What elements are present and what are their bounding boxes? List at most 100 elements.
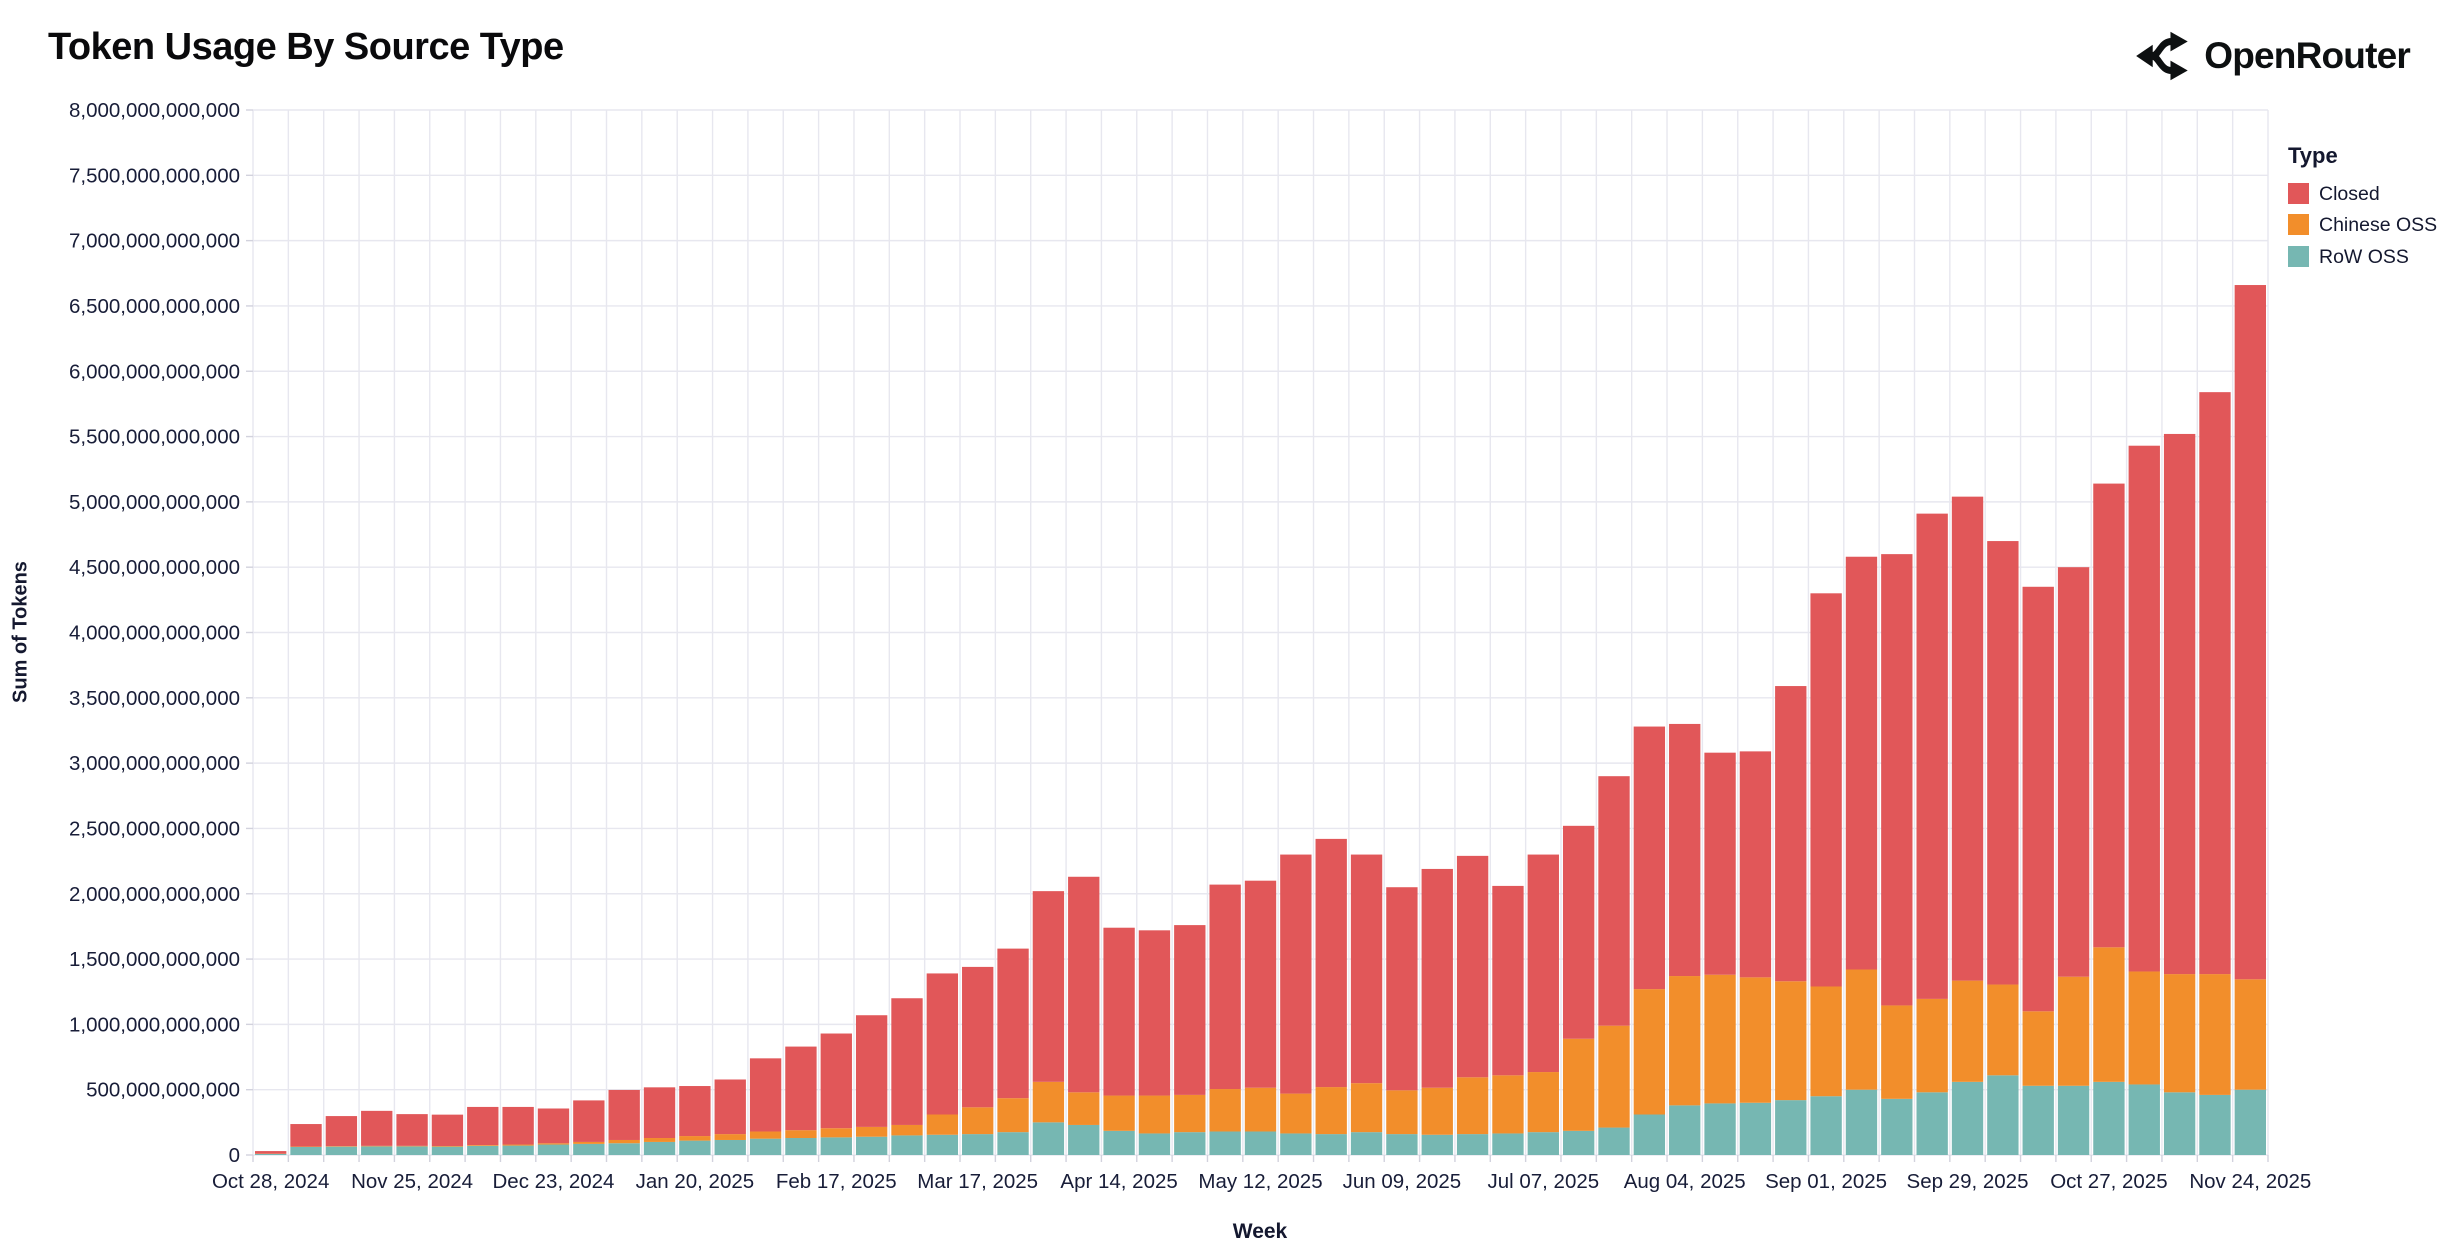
- bar-segment[interactable]: Jun 23, 2025 — Chinese OSS: 435B tokens: [1456, 1077, 1489, 1135]
- bar-segment[interactable]: Jan 27, 2025 — Closed: 418B tokens: [714, 1079, 746, 1135]
- bar-segment[interactable]: Jun 09, 2025 — Chinese OSS: 335B tokens: [1386, 1090, 1418, 1135]
- bar-segment[interactable]: May 26, 2025 — Chinese OSS: 360B tokens: [1315, 1087, 1347, 1135]
- bar-segment[interactable]: Jun 30, 2025 — Chinese OSS: 445B tokens: [1492, 1075, 1524, 1134]
- bar-segment[interactable]: Nov 24, 2025 — Closed: 5315B tokens: [2234, 285, 2266, 980]
- bar-segment[interactable]: May 12, 2025 — Closed: 1585B tokens: [1244, 880, 1277, 1088]
- bar-segment[interactable]: Mar 31, 2025 — Closed: 1460B tokens: [1032, 891, 1065, 1082]
- bar-segment[interactable]: Sep 15, 2025 — Chinese OSS: 715B tokens: [1881, 1005, 1913, 1099]
- bar-segment[interactable]: Oct 20, 2025 — Chinese OSS: 835B tokens: [2057, 976, 2090, 1086]
- bar-segment[interactable]: Jul 07, 2025 — Closed: 1665B tokens: [1527, 854, 1559, 1073]
- bar-segment[interactable]: Nov 03, 2025 — Closed: 4025B tokens: [2128, 445, 2160, 972]
- bar-segment[interactable]: Aug 25, 2025 — RoW OSS: 420B tokens: [1775, 1100, 1807, 1155]
- bar-segment[interactable]: Apr 28, 2025 — RoW OSS: 175B tokens: [1174, 1132, 1206, 1155]
- bar-segment[interactable]: Sep 22, 2025 — RoW OSS: 480B tokens: [1916, 1092, 1948, 1155]
- bar-segment[interactable]: Nov 11, 2024 — RoW OSS: 64B tokens: [325, 1146, 358, 1155]
- bar-segment[interactable]: May 19, 2025 — Chinese OSS: 305B tokens: [1280, 1093, 1312, 1134]
- bar-segment[interactable]: Feb 10, 2025 — Closed: 640B tokens: [785, 1046, 817, 1131]
- bar-segment[interactable]: Nov 03, 2025 — RoW OSS: 540B tokens: [2128, 1084, 2160, 1155]
- bar-segment[interactable]: Jul 28, 2025 — RoW OSS: 310B tokens: [1633, 1114, 1666, 1155]
- bar-segment[interactable]: Apr 21, 2025 — Chinese OSS: 290B tokens: [1138, 1095, 1171, 1134]
- bar-segment[interactable]: Nov 11, 2024 — Chinese OSS: 4B tokens: [325, 1146, 358, 1147]
- bar-segment[interactable]: Nov 10, 2025 — RoW OSS: 480B tokens: [2163, 1092, 2196, 1155]
- bar-segment[interactable]: Aug 25, 2025 — Closed: 2260B tokens: [1775, 686, 1807, 982]
- bar-segment[interactable]: Nov 03, 2025 — Chinese OSS: 865B tokens: [2128, 971, 2160, 1085]
- bar-segment[interactable]: Nov 18, 2024 — RoW OSS: 66B tokens: [361, 1146, 393, 1155]
- bar-segment[interactable]: Jul 14, 2025 — RoW OSS: 185B tokens: [1562, 1130, 1595, 1155]
- bar-segment[interactable]: Feb 24, 2025 — RoW OSS: 140B tokens: [855, 1136, 888, 1155]
- bar-segment[interactable]: Oct 27, 2025 — Chinese OSS: 1030B tokens: [2093, 947, 2125, 1082]
- legend-entry-row-oss[interactable]: RoW OSS: [2288, 245, 2454, 268]
- bar-segment[interactable]: Feb 03, 2025 — Chinese OSS: 55B tokens: [749, 1131, 782, 1139]
- bar-segment[interactable]: Nov 10, 2025 — Chinese OSS: 905B tokens: [2163, 974, 2196, 1093]
- bar-segment[interactable]: May 05, 2025 — RoW OSS: 180B tokens: [1209, 1131, 1241, 1155]
- bar-segment[interactable]: Mar 03, 2025 — RoW OSS: 150B tokens: [891, 1135, 923, 1155]
- bar-segment[interactable]: Nov 18, 2024 — Closed: 268B tokens: [361, 1110, 393, 1146]
- bar-segment[interactable]: Mar 10, 2025 — RoW OSS: 155B tokens: [926, 1134, 959, 1155]
- bar-segment[interactable]: Feb 10, 2025 — RoW OSS: 130B tokens: [785, 1138, 817, 1155]
- bar-segment[interactable]: Oct 06, 2025 — Closed: 3395B tokens: [1987, 541, 2019, 985]
- bar-segment[interactable]: Aug 25, 2025 — Chinese OSS: 910B tokens: [1775, 981, 1807, 1101]
- bar-segment[interactable]: Mar 17, 2025 — Chinese OSS: 205B tokens: [962, 1107, 994, 1135]
- bar-segment[interactable]: Apr 14, 2025 — Closed: 1285B tokens: [1103, 927, 1135, 1096]
- legend-entry-closed[interactable]: Closed: [2288, 183, 2454, 205]
- bar-segment[interactable]: Oct 06, 2025 — Chinese OSS: 695B tokens: [1987, 984, 2019, 1076]
- bar-segment[interactable]: Dec 02, 2024 — Closed: 240B tokens: [431, 1114, 464, 1146]
- bar-segment[interactable]: Jun 16, 2025 — RoW OSS: 155B tokens: [1421, 1134, 1453, 1155]
- bar-segment[interactable]: Mar 17, 2025 — Closed: 1075B tokens: [962, 966, 994, 1108]
- bar-segment[interactable]: Dec 23, 2024 — RoW OSS: 80B tokens: [537, 1144, 570, 1155]
- bar-segment[interactable]: Dec 09, 2024 — RoW OSS: 70B tokens: [467, 1145, 499, 1155]
- bar-segment[interactable]: Jul 21, 2025 — Chinese OSS: 780B tokens: [1598, 1025, 1630, 1128]
- bar-segment[interactable]: Jan 20, 2025 — Closed: 383B tokens: [679, 1086, 711, 1137]
- bar-segment[interactable]: Apr 28, 2025 — Closed: 1300B tokens: [1174, 925, 1206, 1095]
- bar-segment[interactable]: Jul 14, 2025 — Chinese OSS: 705B tokens: [1562, 1038, 1595, 1131]
- bar-segment[interactable]: Jul 28, 2025 — Closed: 2010B tokens: [1633, 726, 1666, 990]
- bar-segment[interactable]: Jan 06, 2025 — Chinese OSS: 25B tokens: [608, 1139, 640, 1144]
- bar-segment[interactable]: Jan 13, 2025 — RoW OSS: 100B tokens: [643, 1141, 676, 1155]
- bar-segment[interactable]: Sep 15, 2025 — RoW OSS: 430B tokens: [1881, 1098, 1913, 1155]
- bar-segment[interactable]: Oct 27, 2025 — RoW OSS: 560B tokens: [2093, 1081, 2125, 1155]
- bar-segment[interactable]: Aug 04, 2025 — RoW OSS: 380B tokens: [1669, 1105, 1701, 1155]
- bar-segment[interactable]: Nov 17, 2025 — RoW OSS: 460B tokens: [2199, 1094, 2231, 1155]
- bar-segment[interactable]: Aug 18, 2025 — Closed: 1730B tokens: [1739, 751, 1772, 978]
- bar-segment[interactable]: Sep 08, 2025 — Closed: 3160B tokens: [1845, 556, 1878, 970]
- bar-segment[interactable]: Feb 03, 2025 — RoW OSS: 125B tokens: [749, 1138, 782, 1155]
- bar-segment[interactable]: Dec 02, 2024 — Chinese OSS: 5B tokens: [431, 1145, 464, 1147]
- bar-segment[interactable]: Aug 04, 2025 — Chinese OSS: 990B tokens: [1669, 976, 1701, 1106]
- bar-segment[interactable]: Aug 18, 2025 — Chinese OSS: 960B tokens: [1739, 977, 1772, 1103]
- bar-segment[interactable]: Jan 13, 2025 — Chinese OSS: 30B tokens: [643, 1138, 676, 1142]
- bar-segment[interactable]: Oct 28, 2024 — RoW OSS: 8B tokens: [255, 1153, 287, 1155]
- bar-segment[interactable]: Mar 31, 2025 — RoW OSS: 250B tokens: [1032, 1122, 1065, 1155]
- bar-segment[interactable]: Mar 17, 2025 — RoW OSS: 160B tokens: [962, 1134, 994, 1155]
- bar-segment[interactable]: Mar 24, 2025 — Closed: 1145B tokens: [997, 948, 1029, 1099]
- bar-segment[interactable]: Oct 13, 2025 — Closed: 3250B tokens: [2022, 586, 2054, 1012]
- bar-segment[interactable]: Feb 24, 2025 — Chinese OSS: 75B tokens: [855, 1126, 888, 1137]
- bar-segment[interactable]: Sep 29, 2025 — Chinese OSS: 775B tokens: [1951, 980, 1984, 1082]
- bar-segment[interactable]: Sep 29, 2025 — Closed: 3705B tokens: [1951, 496, 1984, 981]
- bar-segment[interactable]: Nov 24, 2025 — RoW OSS: 500B tokens: [2234, 1089, 2266, 1155]
- bar-segment[interactable]: Aug 04, 2025 — Closed: 1930B tokens: [1669, 723, 1701, 977]
- bar-segment[interactable]: Mar 10, 2025 — Chinese OSS: 155B tokens: [926, 1114, 959, 1135]
- bar-segment[interactable]: Apr 21, 2025 — Closed: 1265B tokens: [1138, 930, 1171, 1096]
- bar-segment[interactable]: Jun 23, 2025 — RoW OSS: 160B tokens: [1456, 1134, 1489, 1155]
- bar-segment[interactable]: May 12, 2025 — RoW OSS: 180B tokens: [1244, 1131, 1277, 1155]
- bar-segment[interactable]: Dec 30, 2024 — RoW OSS: 85B tokens: [573, 1143, 605, 1155]
- bar-segment[interactable]: Sep 15, 2025 — Closed: 3455B tokens: [1881, 554, 1913, 1006]
- bar-segment[interactable]: Dec 16, 2024 — RoW OSS: 72B tokens: [502, 1145, 534, 1155]
- bar-segment[interactable]: Jun 16, 2025 — Closed: 1675B tokens: [1421, 868, 1453, 1088]
- bar-segment[interactable]: Jun 16, 2025 — Chinese OSS: 360B tokens: [1421, 1087, 1453, 1135]
- bar-segment[interactable]: Feb 17, 2025 — RoW OSS: 135B tokens: [820, 1137, 852, 1155]
- legend-entry-chinese-oss[interactable]: Chinese OSS: [2288, 214, 2454, 236]
- bar-segment[interactable]: Sep 01, 2025 — Closed: 3010B tokens: [1810, 593, 1842, 987]
- bar-segment[interactable]: Mar 31, 2025 — Chinese OSS: 310B tokens: [1032, 1081, 1065, 1123]
- bar-segment[interactable]: May 05, 2025 — Chinese OSS: 325B tokens: [1209, 1089, 1241, 1132]
- bar-segment[interactable]: Aug 18, 2025 — RoW OSS: 400B tokens: [1739, 1102, 1772, 1155]
- bar-segment[interactable]: Nov 11, 2024 — Closed: 230B tokens: [325, 1116, 358, 1147]
- bar-segment[interactable]: Nov 17, 2025 — Closed: 4455B tokens: [2199, 392, 2231, 975]
- bar-segment[interactable]: Dec 02, 2024 — RoW OSS: 64B tokens: [431, 1146, 464, 1155]
- bar-segment[interactable]: Jul 28, 2025 — Chinese OSS: 960B tokens: [1633, 989, 1666, 1115]
- bar-segment[interactable]: Apr 21, 2025 — RoW OSS: 165B tokens: [1138, 1133, 1171, 1155]
- bar-segment[interactable]: Nov 25, 2024 — Chinese OSS: 4B tokens: [396, 1145, 428, 1147]
- bar-segment[interactable]: May 05, 2025 — Closed: 1565B tokens: [1209, 884, 1241, 1090]
- bar-segment[interactable]: Nov 24, 2025 — Chinese OSS: 845B tokens: [2234, 979, 2266, 1090]
- bar-segment[interactable]: Sep 22, 2025 — Chinese OSS: 715B tokens: [1916, 998, 1948, 1093]
